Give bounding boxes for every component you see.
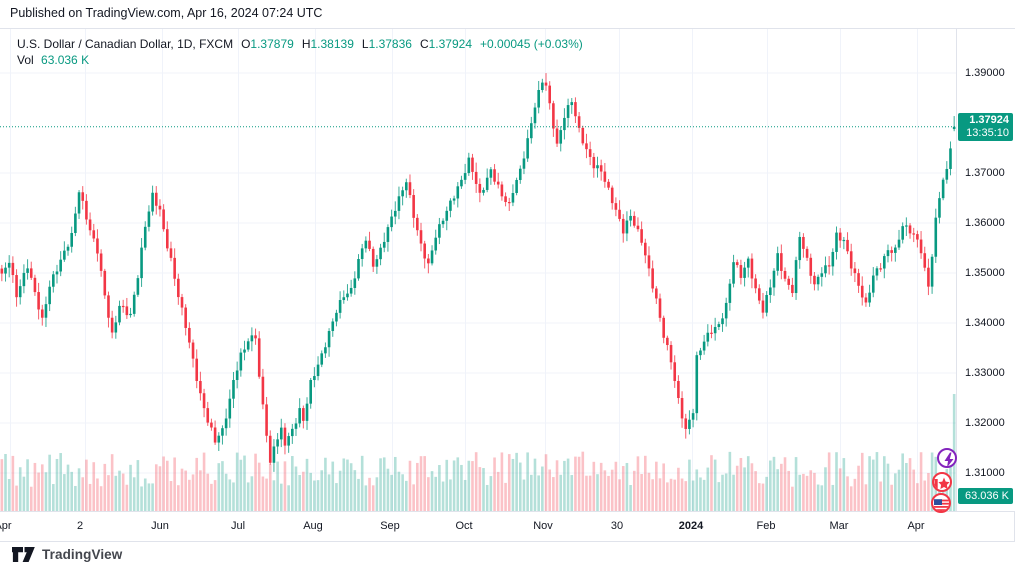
price-tick-label: 1.37000	[965, 167, 1005, 179]
volume-badge: 63.036 K	[958, 488, 1013, 504]
chart-widget: U.S. Dollar / Canadian Dollar, 1D, FXCM O…	[0, 28, 1015, 542]
price-tick-label: 1.34000	[965, 317, 1005, 329]
time-tick-label-feb: Feb	[756, 520, 776, 532]
legend-row-ohlc: U.S. Dollar / Canadian Dollar, 1D, FXCM O…	[17, 36, 583, 52]
time-tick-label-aug: Aug	[303, 520, 323, 532]
time-tick-label-apr: Apr	[0, 520, 12, 532]
ohlc-letter-h: H	[301, 37, 311, 51]
ohlc-value-h: 1.38139	[310, 37, 354, 51]
chart-legend: U.S. Dollar / Canadian Dollar, 1D, FXCM O…	[17, 36, 583, 68]
volume-value: 63.036 K	[41, 53, 90, 67]
price-tick-label: 1.39000	[965, 67, 1005, 79]
price-tick-label: 1.36000	[965, 217, 1005, 229]
tradingview-logo-text: TradingView	[42, 547, 123, 562]
published-bar: Published on TradingView.com, Apr 16, 20…	[10, 6, 323, 20]
time-tick-label-apr: Apr	[907, 520, 925, 532]
price-chart[interactable]: U.S. Dollar / Canadian Dollar, 1D, FXCM O…	[0, 29, 956, 511]
ohlc-letter-l: L	[361, 37, 369, 51]
time-tick-label-oct: Oct	[455, 520, 473, 532]
price-axis[interactable]: 1.37924 13:35:10 63.036 K 1.39000 1.37000…	[956, 29, 1015, 511]
ohlc-value-l: 1.37836	[368, 37, 412, 51]
price-tick-label: 1.32000	[965, 417, 1005, 429]
time-tick-label-2: 2	[76, 520, 84, 532]
ohlc-letter-o: O	[241, 37, 251, 51]
canada-flag-icon[interactable]	[932, 472, 952, 492]
time-tick-label-sep: Sep	[380, 520, 400, 532]
tradingview-logo-icon	[12, 547, 35, 562]
ohlc-value-o: 1.37879	[250, 37, 294, 51]
legend-row-volume: Vol 63.036 K	[17, 52, 583, 68]
bar-countdown: 13:35:10	[966, 126, 1009, 139]
time-tick-label-2024: 2024	[678, 520, 704, 532]
time-tick-label-jul: Jul	[230, 520, 246, 532]
candlestick-canvas[interactable]	[0, 29, 956, 511]
ohlc-value-c: 1.37924	[428, 37, 473, 51]
change-value: +0.00045 (+0.03%)	[480, 37, 583, 51]
time-tick-label-jun: Jun	[151, 520, 169, 532]
lightning-icon[interactable]	[937, 448, 957, 468]
time-tick-label-mar: Mar	[829, 520, 849, 532]
symbol-title: U.S. Dollar / Canadian Dollar, 1D, FXCM	[17, 37, 234, 51]
price-tick-label: 1.35000	[965, 267, 1005, 279]
price-tick-label: 1.33000	[965, 367, 1005, 379]
time-tick-label-30: 30	[610, 520, 624, 532]
us-flag-icon[interactable]	[931, 493, 951, 513]
tradingview-attribution[interactable]: TradingView	[12, 546, 122, 563]
time-axis[interactable]: Apr 2 Jun Jul Aug Sep Oct Nov 30 2024 Feb Mar Apr	[0, 511, 1014, 541]
time-tick-label-nov: Nov	[533, 520, 553, 532]
price-tick-label: 1.31000	[965, 467, 1005, 479]
ohlc-letter-c: C	[419, 37, 429, 51]
current-price-badge: 1.37924 13:35:10	[958, 112, 1013, 141]
current-price: 1.37924	[969, 113, 1009, 126]
volume-label: Vol	[17, 53, 34, 67]
